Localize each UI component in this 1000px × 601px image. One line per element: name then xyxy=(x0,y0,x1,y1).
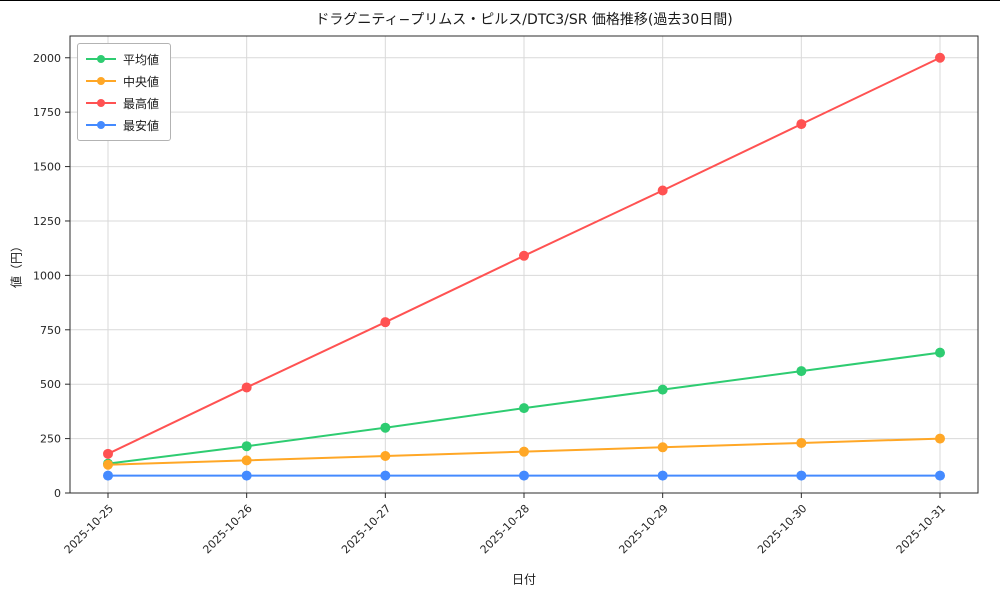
legend-label: 最高値 xyxy=(123,96,160,111)
y-tick-label: 1500 xyxy=(33,161,61,174)
x-tick-label: 2025-10-28 xyxy=(478,502,532,556)
y-tick-label: 1750 xyxy=(33,106,61,119)
legend-dot-icon xyxy=(97,77,105,85)
y-tick-label: 1250 xyxy=(33,215,61,228)
x-tick-label: 2025-10-25 xyxy=(62,502,116,556)
data-point-marker xyxy=(657,185,668,196)
data-point-marker xyxy=(103,470,113,481)
data-point-marker xyxy=(796,470,807,481)
data-point-marker xyxy=(657,442,668,453)
x-tick-label: 2025-10-27 xyxy=(339,502,393,556)
data-point-marker xyxy=(380,470,391,481)
legend-dot-icon xyxy=(97,55,105,63)
data-point-marker xyxy=(380,451,391,462)
data-point-marker xyxy=(935,52,945,63)
y-tick-label: 0 xyxy=(54,487,61,500)
data-point-marker xyxy=(519,250,529,261)
x-tick-label: 2025-10-30 xyxy=(755,502,809,556)
data-point-marker xyxy=(935,433,945,444)
data-point-marker xyxy=(935,470,945,481)
y-tick-label: 250 xyxy=(40,433,61,446)
legend-marker-icon xyxy=(86,98,116,108)
data-point-marker xyxy=(103,448,113,459)
data-point-marker xyxy=(519,470,529,481)
data-point-marker xyxy=(519,446,529,457)
legend-marker-icon xyxy=(86,76,116,86)
data-point-marker xyxy=(657,470,668,481)
legend-item: 平均値 xyxy=(86,50,159,68)
legend-item: 最安値 xyxy=(86,116,159,134)
y-axis-label: 値（円） xyxy=(9,239,24,289)
data-point-marker xyxy=(657,384,668,395)
data-point-marker xyxy=(103,459,113,470)
x-tick-label: 2025-10-26 xyxy=(200,502,254,556)
y-tick-label: 1000 xyxy=(33,269,61,282)
data-point-marker xyxy=(241,455,252,466)
data-point-marker xyxy=(241,382,252,393)
legend: 平均値中央値最高値最安値 xyxy=(77,43,172,141)
data-point-marker xyxy=(796,366,807,377)
y-tick-label: 2000 xyxy=(33,52,61,65)
legend-item: 中央値 xyxy=(86,72,159,90)
data-point-marker xyxy=(380,317,391,328)
y-tick-label: 750 xyxy=(40,324,61,337)
legend-item: 最高値 xyxy=(86,94,159,112)
x-tick-label: 2025-10-29 xyxy=(616,502,670,556)
data-point-marker xyxy=(380,422,391,433)
data-point-marker xyxy=(935,347,945,358)
legend-label: 平均値 xyxy=(123,52,160,67)
data-point-marker xyxy=(241,470,252,481)
data-point-marker xyxy=(519,403,529,414)
x-tick-label: 2025-10-31 xyxy=(894,502,948,556)
legend-dot-icon xyxy=(97,121,105,129)
data-point-marker xyxy=(796,119,807,130)
x-axis-label: 日付 xyxy=(511,572,537,587)
legend-label: 中央値 xyxy=(123,74,160,89)
y-tick-label: 500 xyxy=(40,378,61,391)
legend-marker-icon xyxy=(86,120,116,130)
legend-dot-icon xyxy=(97,99,105,107)
legend-marker-icon xyxy=(86,54,116,64)
data-point-marker xyxy=(796,437,807,448)
legend-label: 最安値 xyxy=(123,118,160,133)
data-point-marker xyxy=(241,441,252,452)
chart-title: ドラグニティ−プリムス・ピルス/DTC3/SR 価格推移(過去30日間) xyxy=(315,12,733,28)
